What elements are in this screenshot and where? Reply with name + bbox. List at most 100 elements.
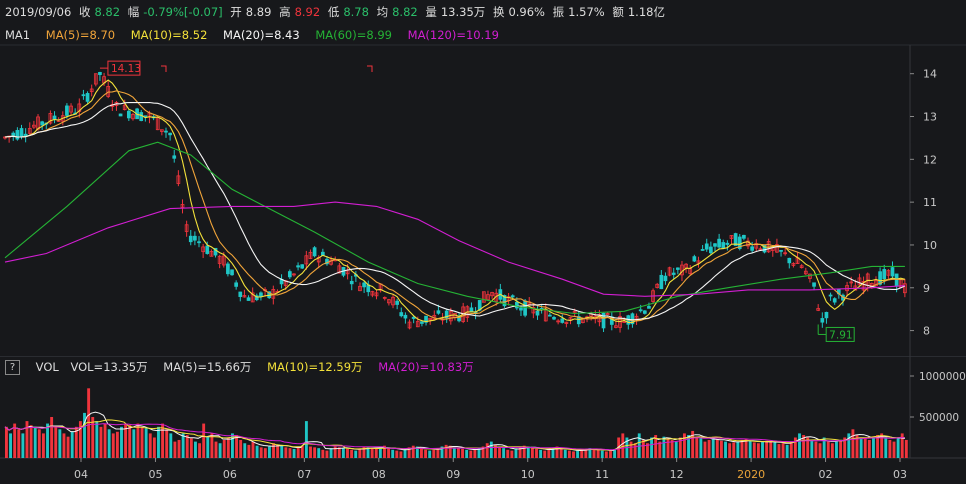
candle-body bbox=[180, 204, 185, 208]
volume-bar bbox=[572, 451, 575, 458]
volume-bar bbox=[62, 433, 66, 458]
candle-body bbox=[32, 124, 36, 128]
candle-body bbox=[886, 270, 891, 276]
volume-bar bbox=[222, 439, 226, 458]
turnover-label: 换 bbox=[492, 5, 505, 19]
volume-bar bbox=[140, 426, 144, 458]
volume-bar bbox=[514, 448, 518, 458]
candle-body bbox=[122, 104, 127, 110]
volume-bar bbox=[452, 447, 456, 458]
volume-bar bbox=[900, 433, 904, 458]
max-price-label: 14.13 bbox=[111, 63, 141, 75]
candle-body bbox=[828, 294, 833, 297]
volume-bar bbox=[785, 444, 789, 458]
candle-body bbox=[188, 235, 193, 243]
volume-bar bbox=[892, 441, 896, 458]
volume-bar bbox=[510, 450, 514, 458]
volume-bar bbox=[806, 437, 810, 458]
price-tick-label: 11 bbox=[923, 196, 937, 209]
volume-bar bbox=[880, 433, 884, 458]
volume-bar bbox=[576, 450, 580, 458]
candle-body bbox=[601, 312, 606, 329]
time-tick-label: 06 bbox=[223, 468, 237, 481]
candle-body bbox=[469, 307, 474, 312]
candle-body bbox=[890, 267, 895, 277]
volume-bar bbox=[814, 441, 818, 458]
volume-bar bbox=[247, 444, 251, 458]
volume-bar bbox=[863, 438, 867, 458]
help-button[interactable]: ? bbox=[5, 360, 20, 375]
volume-bar bbox=[867, 439, 871, 458]
vol-ma20-legend: MA(20)=10.83万 bbox=[378, 360, 474, 374]
candle-body bbox=[622, 321, 627, 323]
volume-bar bbox=[185, 435, 189, 458]
volume-label: 量 bbox=[425, 5, 437, 19]
volume-indicator-name[interactable]: VOL bbox=[35, 360, 59, 374]
price-tick-label: 9 bbox=[923, 282, 930, 295]
turnover-value: 0.96% bbox=[508, 5, 545, 19]
time-tick-label: 04 bbox=[74, 468, 88, 481]
candle-body bbox=[560, 318, 565, 323]
volume-bar bbox=[609, 450, 612, 458]
candle-body bbox=[605, 313, 610, 315]
candle-body bbox=[775, 244, 779, 253]
volume-bar bbox=[802, 435, 806, 458]
candle-body bbox=[230, 269, 234, 276]
volume-bar bbox=[789, 441, 793, 458]
ma10-legend: MA(10)=8.52 bbox=[130, 28, 208, 42]
volume-bar bbox=[374, 448, 378, 458]
candle-body bbox=[874, 280, 878, 287]
ma-indicator-name[interactable]: MA1 bbox=[5, 28, 31, 42]
volume-bar bbox=[354, 450, 358, 458]
volume-bar bbox=[399, 451, 403, 458]
volume-bar bbox=[255, 445, 259, 458]
volume-bar bbox=[226, 437, 230, 458]
candle-body bbox=[304, 255, 309, 265]
volume-bar bbox=[169, 433, 173, 458]
volume-bar bbox=[25, 421, 29, 458]
volume-bar bbox=[522, 445, 526, 458]
volume-bar bbox=[284, 447, 288, 458]
candle-body bbox=[857, 277, 862, 286]
candle-body bbox=[308, 251, 313, 259]
volume-bar bbox=[276, 444, 280, 458]
amount-label: 额 bbox=[612, 5, 624, 19]
candle-body bbox=[556, 320, 560, 323]
amplitude-label: 振 bbox=[552, 5, 565, 19]
volume-bar bbox=[74, 426, 78, 458]
candle-body bbox=[403, 314, 408, 319]
time-tick-label: 2020 bbox=[737, 468, 765, 481]
ma120-line bbox=[4, 201, 905, 297]
volume-bar bbox=[259, 447, 263, 458]
time-tick-label: 11 bbox=[595, 468, 609, 481]
volume-bar bbox=[358, 448, 362, 458]
volume-bar bbox=[728, 443, 732, 458]
volume-bar bbox=[847, 433, 851, 458]
candle-body bbox=[337, 265, 342, 274]
candle-body bbox=[535, 310, 540, 316]
volume-bar bbox=[403, 448, 407, 458]
candle-body bbox=[692, 256, 697, 262]
candle-body bbox=[312, 247, 317, 257]
volume-legend: ? VOL VOL=13.35万 MA(5)=15.66万 MA(10)=12.… bbox=[0, 356, 966, 376]
time-tick-label: 05 bbox=[148, 468, 162, 481]
high-label: 高 bbox=[279, 5, 291, 19]
volume-bar bbox=[395, 450, 399, 458]
volume-bar bbox=[719, 440, 723, 458]
vol-legend: VOL=13.35万 bbox=[70, 360, 148, 374]
candle-body bbox=[420, 321, 424, 324]
low-value: 8.78 bbox=[343, 5, 369, 19]
candle-body bbox=[502, 295, 507, 307]
candle-body bbox=[19, 128, 24, 137]
candle-body bbox=[93, 73, 98, 85]
volume-bar bbox=[350, 449, 354, 458]
volume-bar bbox=[128, 425, 132, 458]
volume-bar bbox=[535, 448, 538, 458]
volume-bar bbox=[206, 436, 210, 458]
volume-bar bbox=[555, 446, 559, 458]
candle-body bbox=[642, 310, 647, 314]
candle-body bbox=[217, 255, 222, 264]
volume-bar bbox=[855, 435, 859, 458]
candle-body bbox=[820, 318, 825, 323]
